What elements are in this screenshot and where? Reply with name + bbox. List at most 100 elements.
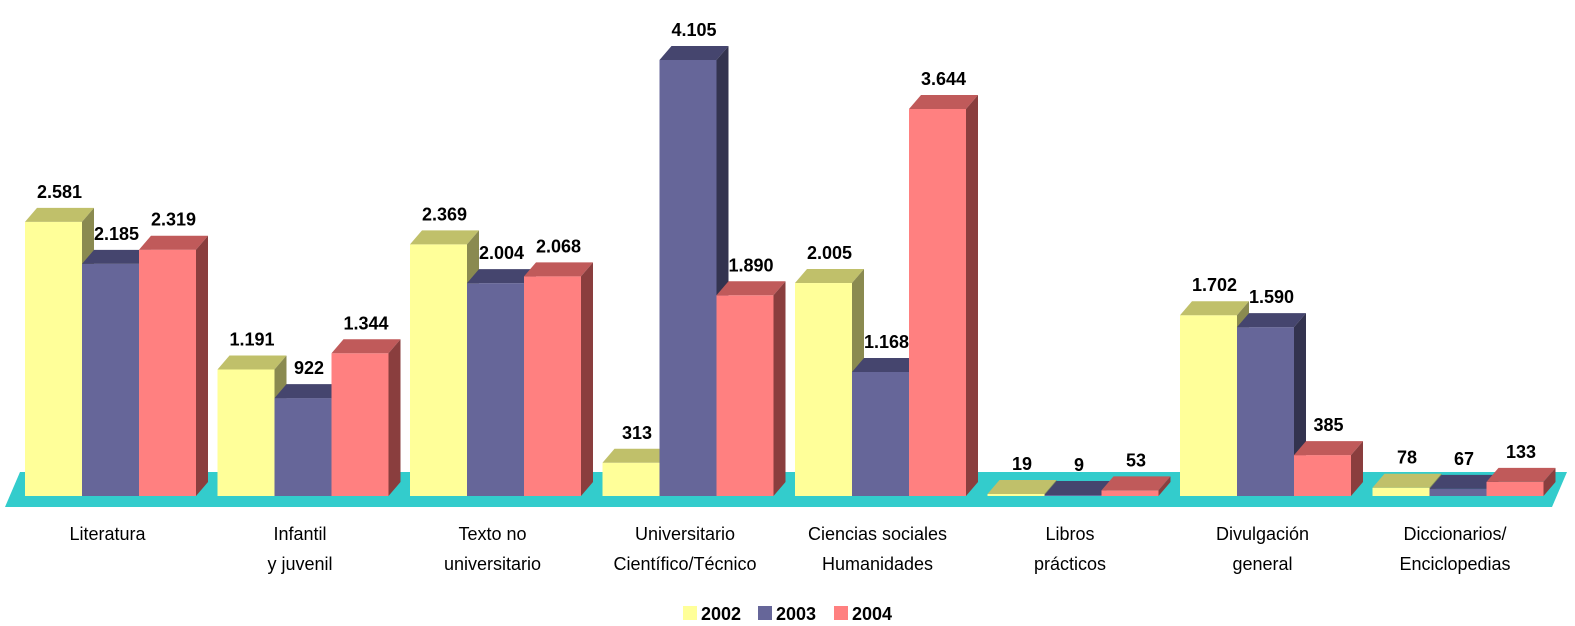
data-label: 19 [1012, 454, 1032, 474]
bar-side [966, 94, 978, 497]
bar-top [1237, 313, 1306, 328]
data-label: 2.581 [37, 182, 82, 202]
data-label: 2.319 [151, 210, 196, 230]
bar-front [331, 353, 389, 496]
bar-side [581, 262, 593, 496]
bar-2004-5 [1101, 476, 1171, 496]
bar-top [602, 448, 672, 463]
data-label: 1.191 [229, 330, 274, 350]
data-labels-group: 2.581 2.185 2.319 1.191 922 1.344 2.369 2.004 2.… [37, 20, 1536, 475]
data-label: 2.004 [479, 243, 524, 263]
category-labels-group: Literatura Infantil y juvenil Texto no unive… [69, 524, 1510, 574]
data-label: 1.702 [1192, 275, 1237, 295]
legend-item-2003: 2003 [758, 604, 816, 624]
bar-top [659, 46, 729, 60]
bar-top [1372, 473, 1442, 488]
bar-top [852, 357, 921, 372]
data-label: 4.105 [671, 20, 716, 40]
data-label: 1.344 [343, 313, 388, 333]
bar-top [25, 207, 94, 222]
bar-2003-6 [1237, 313, 1306, 496]
legend-label: 2004 [852, 604, 892, 624]
bar-front [1237, 327, 1294, 496]
bar-2004-7 [1486, 467, 1556, 496]
data-label: 53 [1126, 450, 1146, 470]
category-label: Universitario Científico/Técnico [613, 524, 756, 574]
data-label: 922 [294, 358, 324, 378]
bar-front [1044, 495, 1102, 496]
bar-front [524, 276, 581, 496]
data-label: 2.005 [807, 243, 852, 263]
data-label: 385 [1313, 415, 1343, 435]
legend-label: 2003 [776, 604, 816, 624]
bar-front [82, 263, 139, 496]
bar-side [1543, 467, 1556, 496]
bar-2004-0 [139, 235, 208, 496]
bar-top [1180, 301, 1249, 316]
legend: 2002 2003 2004 [683, 604, 892, 624]
bar-top [410, 230, 479, 245]
category-label: Libros prácticos [1034, 524, 1106, 574]
bar-front [139, 249, 196, 496]
bar-front [909, 108, 966, 497]
category-label: Divulgación general [1216, 524, 1309, 574]
bar-front [1294, 455, 1351, 496]
bar-side [196, 235, 208, 496]
bar-front [852, 371, 909, 496]
data-label: 2.185 [94, 224, 139, 244]
bar-top [1486, 467, 1556, 482]
bar-front [217, 369, 275, 496]
data-label: 2.068 [536, 236, 581, 256]
category-label: Texto no universitario [444, 524, 541, 574]
legend-swatch [758, 606, 772, 620]
bar-top [1294, 441, 1363, 456]
bar-2004-2 [524, 262, 593, 496]
data-label: 9 [1074, 455, 1084, 475]
legend-swatch [834, 606, 848, 620]
bar-front [1372, 487, 1430, 496]
bar-side [1158, 476, 1171, 496]
bar-front [274, 398, 332, 496]
bar-front [716, 295, 774, 496]
legend-item-2004: 2004 [834, 604, 892, 624]
bar-side [773, 281, 786, 496]
bar-front [1101, 490, 1159, 496]
category-label: Literatura [69, 524, 146, 544]
bar-top [217, 355, 287, 370]
bar-top [331, 339, 401, 354]
data-label: 78 [1397, 448, 1417, 468]
bar-front [987, 493, 1045, 496]
bar-top [467, 269, 536, 284]
bar-front [467, 283, 524, 496]
bar-top [1044, 481, 1114, 496]
bar-2002-0 [25, 207, 94, 496]
category-label: Infantil y juvenil [267, 524, 332, 574]
bar-front [795, 283, 852, 496]
bar-front [1180, 315, 1237, 496]
bar-top [139, 235, 208, 250]
bar-front [1429, 488, 1487, 496]
data-label: 1.590 [1249, 287, 1294, 307]
bars-group [25, 46, 1556, 497]
bar-2004-3 [716, 281, 786, 496]
data-label: 313 [622, 423, 652, 443]
legend-swatch [683, 606, 697, 620]
data-label: 2.369 [422, 204, 467, 224]
bar-top [274, 384, 344, 399]
data-label: 1.890 [728, 255, 773, 275]
bar-side [1351, 441, 1363, 496]
bar-top [795, 269, 864, 284]
bar-top [82, 249, 151, 264]
bar-top [1101, 476, 1171, 491]
data-label: 1.168 [864, 332, 909, 352]
bar-top [1429, 474, 1499, 489]
bar-top [716, 281, 786, 296]
bar-top [987, 479, 1057, 494]
category-label: Diccionarios/Enciclopedias [1399, 524, 1510, 574]
bar-2004-6 [1294, 441, 1363, 496]
bar-top [524, 262, 593, 277]
bar-front [1486, 481, 1544, 496]
category-label: Ciencias sociales Humanidades [808, 524, 947, 574]
bar-front [602, 462, 660, 496]
